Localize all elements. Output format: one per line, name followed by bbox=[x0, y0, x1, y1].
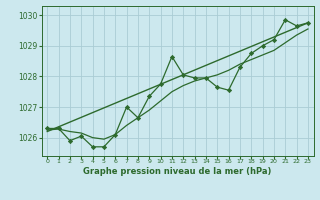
X-axis label: Graphe pression niveau de la mer (hPa): Graphe pression niveau de la mer (hPa) bbox=[84, 167, 272, 176]
